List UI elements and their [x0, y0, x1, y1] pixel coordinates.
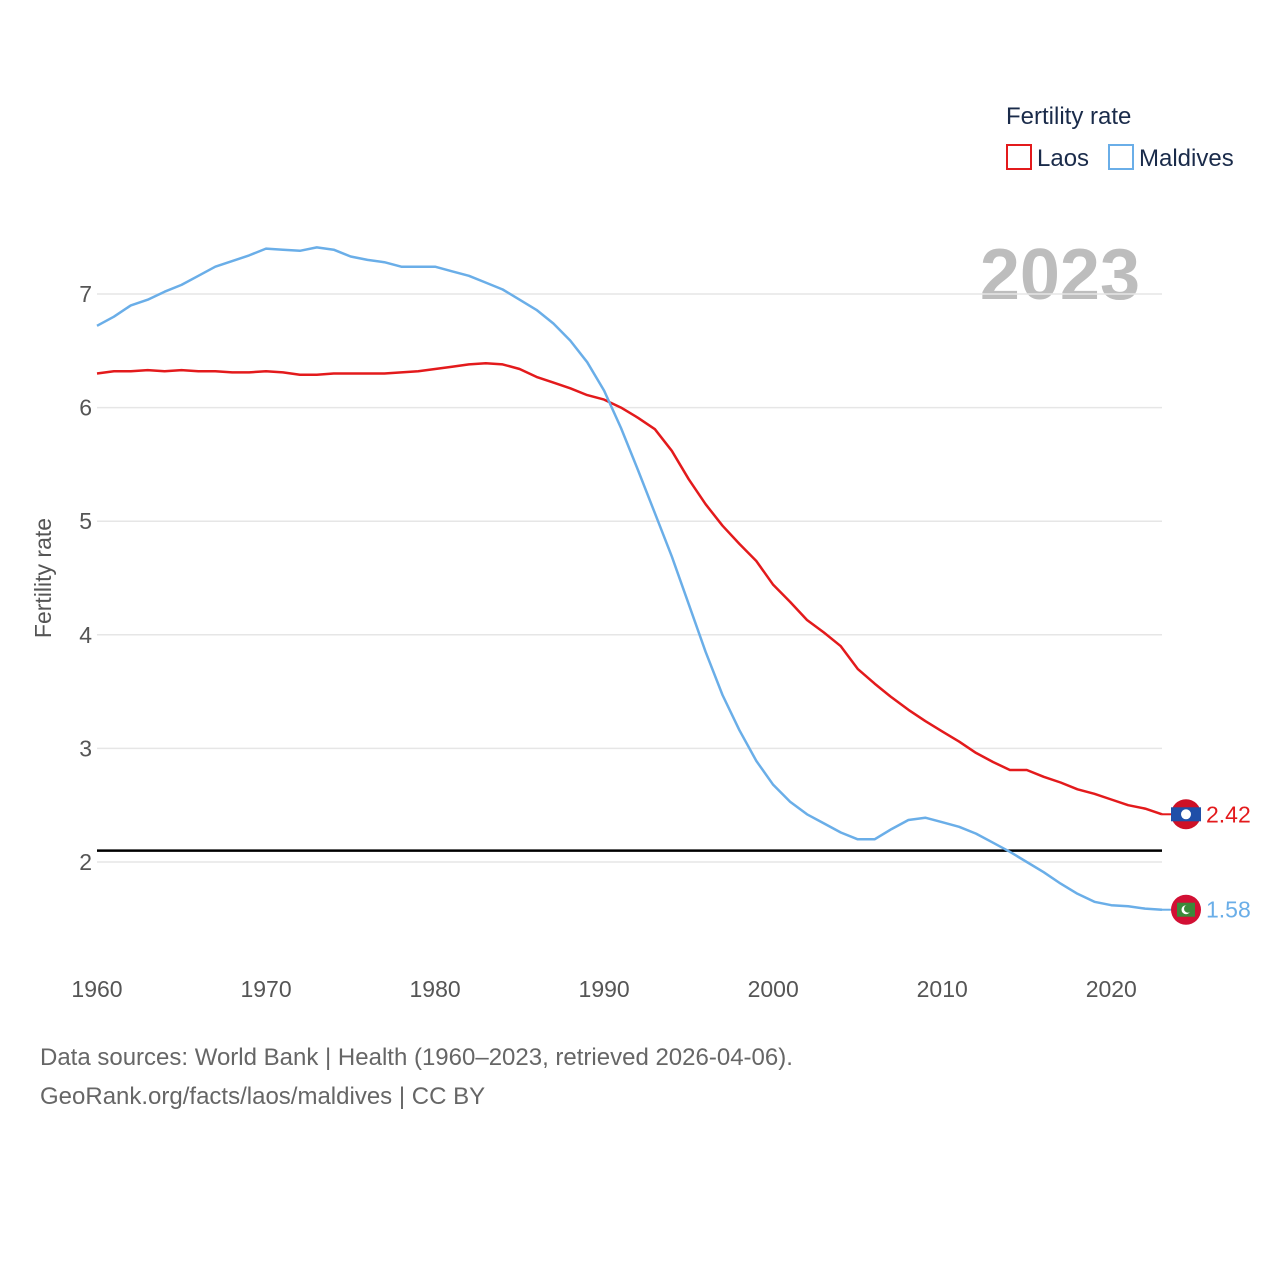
laos-flag-icon [1171, 799, 1201, 830]
x-tick-label-1960: 1960 [71, 976, 122, 1002]
y-axis-title: Fertility rate [30, 518, 56, 638]
legend-item-maldives[interactable]: Maldives [1108, 144, 1234, 172]
y-tick-label-5: 5 [79, 508, 92, 534]
legend-swatch-laos [1006, 144, 1032, 170]
x-axis-ticks: 1960 1970 1980 1990 2000 2010 2020 [71, 976, 1136, 1002]
y-tick-label-3: 3 [79, 735, 92, 761]
y-tick-label-7: 7 [79, 281, 92, 307]
series-line-maldives[interactable] [96, 246, 1163, 911]
x-tick-label-2000: 2000 [748, 976, 799, 1002]
y-axis-ticks: 2 3 4 5 6 7 [79, 281, 92, 875]
end-value-label-laos: 2.42 [1206, 801, 1251, 827]
x-tick-label-1990: 1990 [579, 976, 630, 1002]
footer-sources: Data sources: World Bank | Health (1960–… [40, 1044, 793, 1071]
x-tick-label-2010: 2010 [917, 976, 968, 1002]
y-tick-label-4: 4 [79, 622, 92, 648]
x-tick-label-1970: 1970 [240, 976, 291, 1002]
end-value-label-maldives: 1.58 [1206, 897, 1251, 923]
current-year-label: 2023 [980, 235, 1140, 315]
series-end-markers: 2.42 1.58 [1162, 799, 1251, 925]
legend-label-maldives: Maldives [1139, 145, 1234, 172]
y-tick-label-6: 6 [79, 395, 92, 421]
legend: Fertility rate Laos Maldives [1006, 103, 1234, 172]
maldives-flag-icon [1171, 894, 1201, 925]
x-tick-label-2020: 2020 [1086, 976, 1137, 1002]
x-tick-label-1980: 1980 [410, 976, 461, 1002]
series-line-laos[interactable] [96, 362, 1163, 816]
legend-label-laos: Laos [1037, 145, 1089, 172]
legend-title: Fertility rate [1006, 103, 1131, 130]
y-tick-label-2: 2 [79, 849, 92, 875]
gridlines [97, 293, 1162, 863]
series-lines [96, 246, 1163, 911]
legend-swatch-maldives [1108, 144, 1134, 170]
legend-item-laos[interactable]: Laos [1006, 144, 1089, 172]
footer-attribution[interactable]: GeoRank.org/facts/laos/maldives | CC BY [40, 1083, 486, 1110]
